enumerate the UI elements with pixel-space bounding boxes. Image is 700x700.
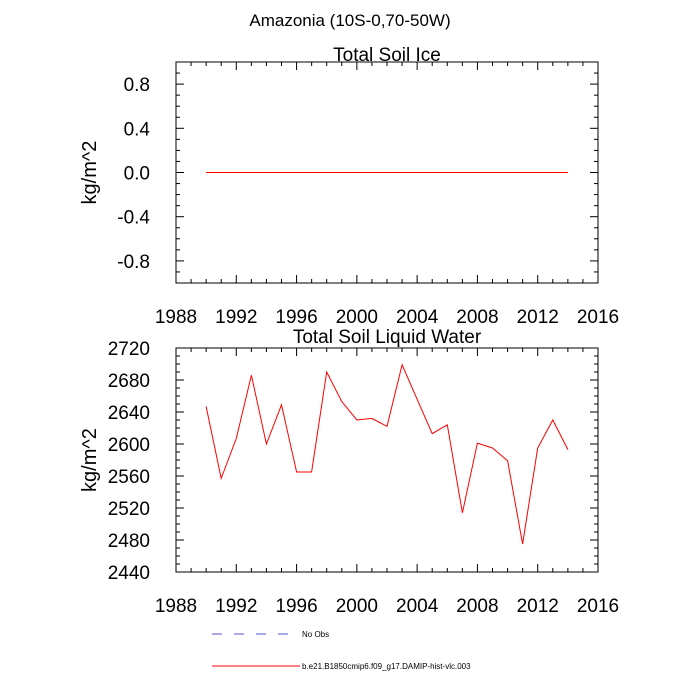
panel2-y-tick-label: 2520 bbox=[108, 499, 150, 520]
panel2-x-tick-label: 1988 bbox=[155, 596, 197, 617]
panel2-x-tick-label: 2012 bbox=[517, 596, 559, 617]
panel2-y-tick-label: 2600 bbox=[108, 435, 150, 456]
panel2-y-tick-label: 2640 bbox=[108, 403, 150, 424]
panel1-y-tick-label: -0.4 bbox=[117, 208, 150, 229]
panel2-x-tick-label: 2000 bbox=[336, 596, 378, 617]
legend-label-2: b.e21.B1850cmip6.f09_g17.DAMIP-hist-vlc.… bbox=[302, 662, 471, 671]
panel2-y-axis-label: kg/m^2 bbox=[79, 428, 101, 492]
panel2-y-tick-label: 2720 bbox=[108, 339, 150, 360]
panel2-x-tick-label: 2008 bbox=[456, 596, 498, 617]
panel2-y-tick-label: 2560 bbox=[108, 467, 150, 488]
panel2-x-tick-label: 2016 bbox=[577, 596, 619, 617]
panel2-x-tick-label: 1996 bbox=[275, 596, 317, 617]
panel2-plot-frame bbox=[175, 347, 599, 573]
panel2-title: Total Soil Liquid Water bbox=[293, 327, 482, 348]
panel2-series-line bbox=[205, 363, 569, 545]
panel1-x-tick-label: 2012 bbox=[517, 307, 559, 328]
panel1-y-tick-label: 0.8 bbox=[124, 75, 150, 96]
panel1-x-tick-label: 2016 bbox=[577, 307, 619, 328]
panel2-y-tick-label: 2440 bbox=[108, 563, 150, 584]
panel2-y-tick-label: 2680 bbox=[108, 371, 150, 392]
panel2-y-tick-label: 2480 bbox=[108, 531, 150, 552]
panel1-x-tick-label: 1992 bbox=[215, 307, 257, 328]
legend-label-1: No Obs bbox=[302, 630, 329, 639]
panel1-y-tick-label: 0.4 bbox=[124, 119, 151, 140]
panel1-x-tick-label: 1996 bbox=[275, 307, 317, 328]
panel1-y-axis-label: kg/m^2 bbox=[79, 141, 101, 205]
figure-suptitle: Amazonia (10S-0,70-50W) bbox=[249, 11, 451, 30]
panel1-title: Total Soil Ice bbox=[333, 45, 441, 66]
panel1-x-tick-label: 2008 bbox=[456, 307, 498, 328]
panel2-x-tick-label: 2004 bbox=[396, 596, 439, 617]
panel1-x-tick-label: 2000 bbox=[336, 307, 378, 328]
panel1-y-tick-label: 0.0 bbox=[124, 164, 150, 185]
panel2-x-tick-label: 1992 bbox=[215, 596, 257, 617]
panel1-x-tick-label: 1988 bbox=[155, 307, 197, 328]
panel1-y-tick-label: -0.8 bbox=[117, 252, 150, 273]
panel1-x-tick-label: 2004 bbox=[396, 307, 439, 328]
